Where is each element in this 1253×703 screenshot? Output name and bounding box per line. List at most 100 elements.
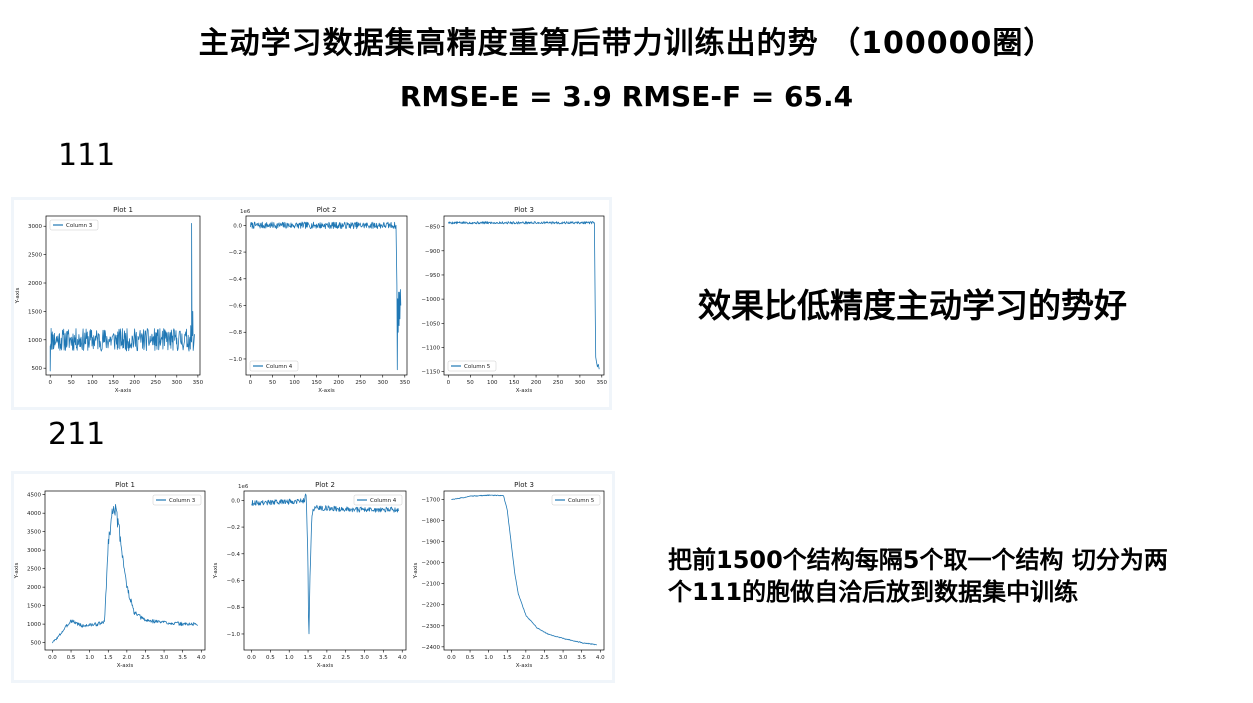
plot-frame: [443, 215, 605, 376]
y-tick-label: −850: [425, 225, 441, 231]
y-tick-label: −1000: [421, 297, 440, 303]
series-line: [250, 221, 402, 371]
series-line: [52, 504, 198, 644]
y-tick-label: −2300: [421, 624, 440, 630]
y-tick-label: 3000: [28, 224, 42, 230]
chart-title: Plot 3: [514, 481, 534, 489]
y-tick-label: −0.6: [229, 304, 243, 310]
y-tick-label: −900: [425, 249, 441, 255]
x-tick-label: 3.0: [559, 655, 568, 661]
x-tick-label: 150: [108, 380, 119, 386]
x-tick-label: 0.5: [466, 655, 475, 661]
legend-label: Column 5: [568, 498, 595, 504]
y-tick-label: −1800: [421, 518, 440, 524]
x-tick-label: 200: [531, 380, 542, 386]
y-tick-label: −1100: [421, 345, 440, 351]
legend-box: [447, 360, 497, 372]
plot-frame: [245, 215, 408, 376]
y-tick-label: 2500: [28, 253, 42, 259]
legend-label: Column 3: [169, 498, 196, 504]
legend-label: Column 5: [464, 364, 491, 370]
x-tick-label: 3.5: [178, 655, 187, 661]
y-axis-label: Y-axis: [14, 563, 20, 580]
x-tick-label: 0: [249, 380, 253, 386]
plot-frame: [443, 490, 605, 651]
chart-r1p2: Plot 2 1e6 0 50 100 150 200 250 300 350 −1.0 −0.8 −0…: [229, 206, 411, 394]
x-axis-label: X-axis: [317, 663, 334, 669]
y-tick-label: −0.4: [227, 552, 241, 558]
y-tick-label: −1.0: [227, 632, 241, 638]
x-tick-label: 3.0: [160, 655, 169, 661]
y-tick-label: 0.0: [231, 498, 240, 504]
series-line: [448, 221, 600, 370]
legend-box: [49, 219, 99, 231]
x-tick-label: 2.0: [122, 655, 131, 661]
y-axis-label: Y-axis: [15, 288, 21, 305]
x-tick-label: 2.0: [521, 655, 530, 661]
x-tick-label: 150: [311, 380, 322, 386]
y-tick-label: −2000: [421, 561, 440, 567]
plots-111-svg: Plot 10 50 100 150 200 250 300 3505001000150020…: [15, 206, 608, 394]
x-tick-label: 250: [150, 380, 161, 386]
x-tick-label: 250: [553, 380, 564, 386]
plot-frame: [45, 215, 201, 376]
plot-panel-111: Plot 1 0 50 100 150 200 250 300 350 500 1000 1500 20…: [14, 200, 609, 407]
x-tick-label: 0.0: [447, 655, 456, 661]
x-tick-label: 50: [269, 380, 276, 386]
y-tick-label: −1900: [421, 540, 440, 546]
y-tick-label: −950: [425, 273, 441, 279]
y-tick-label: 2000: [28, 281, 42, 287]
y-tick-label: −1700: [421, 497, 440, 503]
y-tick-label: 3500: [27, 530, 41, 536]
y-tick-label: −0.2: [229, 250, 242, 256]
chart-title: Plot 1: [115, 481, 135, 489]
legend-label: Column 4: [370, 498, 397, 504]
x-tick-label: 4.0: [398, 655, 407, 661]
x-axis-label: X-axis: [115, 388, 132, 394]
x-axis-label: X-axis: [516, 663, 533, 669]
x-axis-label: X-axis: [516, 388, 533, 394]
axis-offset-label: 1e6: [238, 484, 249, 490]
series-line: [251, 493, 399, 635]
x-tick-label: 50: [467, 380, 474, 386]
plot-panel-211: Plot 1 0.0 0.5 1.0 1.5 2.0 2.5 3.0 3.5 4.0 500 1000…: [14, 474, 612, 680]
x-tick-label: 300: [172, 380, 183, 386]
x-tick-label: 0.0: [48, 655, 57, 661]
y-tick-label: −2400: [421, 645, 440, 651]
series-line: [451, 494, 597, 646]
x-tick-label: 100: [289, 380, 300, 386]
conclusion-note: 效果比低精度主动学习的势好: [698, 286, 1127, 325]
x-tick-label: 2.5: [540, 655, 549, 661]
y-tick-label: 1000: [27, 622, 41, 628]
x-tick-label: 350: [597, 380, 608, 386]
y-tick-label: −0.6: [227, 579, 241, 585]
x-tick-label: 1.5: [503, 655, 512, 661]
x-tick-label: 200: [129, 380, 140, 386]
y-axis-label: Y-axis: [213, 563, 219, 580]
y-tick-label: −0.2: [227, 525, 240, 531]
plot-frame: [44, 490, 206, 651]
x-tick-label: 1.5: [304, 655, 313, 661]
x-tick-label: 350: [400, 380, 411, 386]
slide-title: 主动学习数据集高精度重算后带力训练出的势 （100000圈）: [198, 26, 1055, 61]
x-tick-label: 2.5: [341, 655, 350, 661]
label-211: 211: [48, 417, 106, 452]
chart-title: Plot 3: [514, 206, 534, 214]
x-tick-label: 250: [355, 380, 366, 386]
chart-title: Plot 2: [317, 206, 337, 214]
x-tick-label: 2.5: [141, 655, 150, 661]
y-tick-label: 500: [31, 641, 42, 647]
x-tick-label: 150: [509, 380, 520, 386]
y-tick-label: −1050: [421, 321, 440, 327]
x-tick-label: 1.0: [484, 655, 493, 661]
y-tick-label: −0.4: [229, 277, 243, 283]
x-tick-label: 0: [48, 380, 52, 386]
x-tick-label: 200: [333, 380, 344, 386]
y-tick-label: −1.0: [229, 357, 243, 363]
x-tick-label: 3.5: [577, 655, 586, 661]
x-tick-label: 4.0: [596, 655, 605, 661]
x-tick-label: 3.0: [360, 655, 369, 661]
x-tick-label: 0.0: [247, 655, 256, 661]
chart-r1p3: Plot 3 0 50 100 150 200 250 300 350 −1150 −1100 −10…: [421, 206, 607, 394]
x-tick-label: 350: [193, 380, 204, 386]
